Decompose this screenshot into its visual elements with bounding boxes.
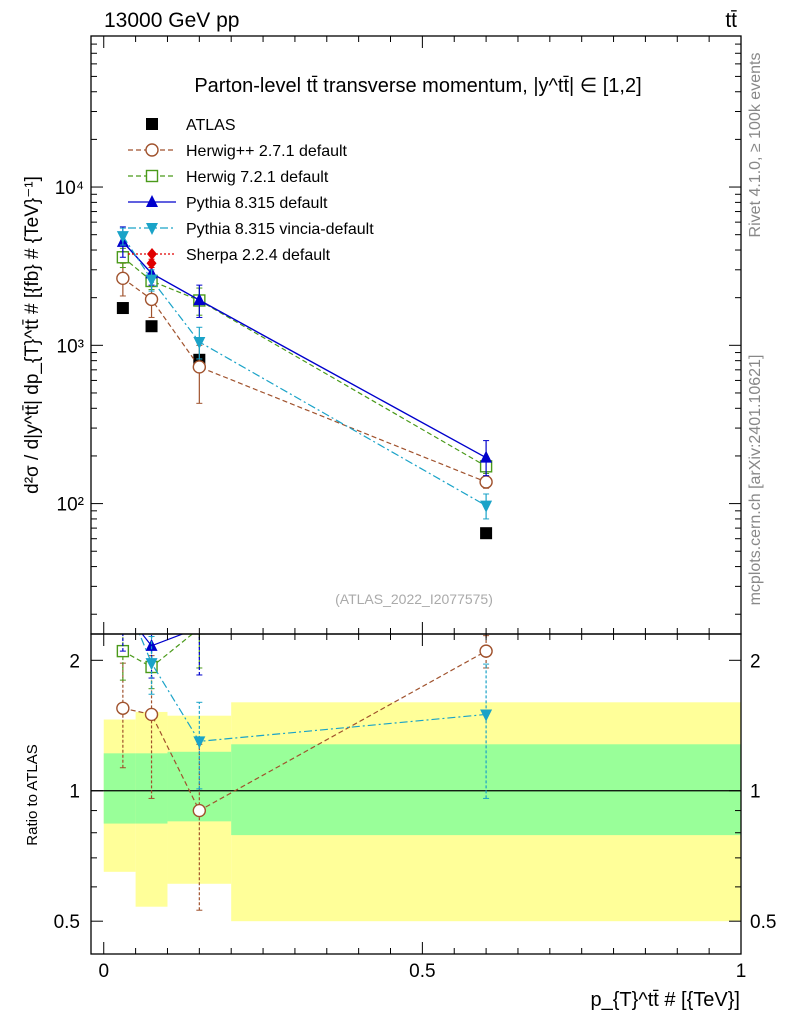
series-herwig-2-7-1-default (116, 262, 493, 489)
ratio-point (192, 803, 207, 818)
legend-label: Herwig++ 2.7.1 default (186, 143, 348, 160)
data-point (480, 500, 493, 513)
ratio-y-tick-label: 0.5 (54, 912, 80, 933)
y-tick-label: 10² (57, 495, 84, 516)
energy-label: 13000 GeV pp (104, 9, 239, 32)
series-line (122, 256, 487, 467)
ratio-point (145, 638, 158, 651)
ratio-series-pythia-8-315-default (117, 577, 492, 679)
legend-marker (145, 169, 159, 183)
legend-label: Pythia 8.315 vincia-default (186, 221, 374, 238)
data-point (145, 320, 158, 333)
y-tick-label: 10³ (57, 336, 84, 357)
legend-entry: Pythia 8.315 vincia-default (128, 221, 374, 238)
legend-entry: Pythia 8.315 default (128, 195, 328, 212)
data-point (145, 274, 158, 287)
ratio-y-tick-label: 2 (69, 651, 80, 672)
ratio-point (145, 658, 158, 671)
data-point (146, 257, 157, 270)
main-panel: 10² 10³ 10⁴ Parton-level tt̄ transverse mo… (22, 35, 742, 635)
series-line (122, 235, 487, 507)
ratio-frame (90, 633, 742, 955)
legend-label: Sherpa 2.2.4 default (186, 247, 331, 264)
ratio-axis-ticks: 0.5 0.5 1 1 2 2 0 0.5 1 (54, 634, 776, 982)
legend-marker (145, 143, 159, 157)
ratio-series-pythia-8-315-vincia-default (117, 589, 493, 799)
ratio-point (117, 602, 129, 614)
ratio-y-axis-label: Ratio to ATLAS (24, 744, 41, 845)
legend: ATLAS Herwig++ 2.7.1 default Herwig 7.2.1 … (128, 117, 374, 264)
uncertainty-band-inner (231, 744, 741, 836)
ratio-point (193, 736, 206, 749)
legend-entry: Sherpa 2.2.4 default (128, 247, 331, 264)
series-pythia-8-315-default (116, 226, 493, 477)
ratio-y-tick-label-right: 0.5 (750, 912, 776, 933)
ratio-point (480, 577, 492, 589)
ratio-line (122, 650, 487, 812)
ratio-y-tick-label-right: 2 (750, 651, 761, 672)
legend-label: Pythia 8.315 default (186, 195, 328, 212)
legend-entry: ATLAS (146, 117, 236, 134)
y-tick-label: 10⁴ (55, 178, 84, 199)
main-plot-area (116, 226, 493, 540)
ratio-point (117, 589, 129, 601)
main-y-axis-label: d²σ / d|y^tt̄| dp_{T}^tt̄ # [{fb} # {TeV… (22, 176, 43, 494)
chart-title: Parton-level tt̄ transverse momentum, |y… (194, 75, 641, 97)
ratio-panel: 0.5 0.5 1 1 2 2 0 0.5 1 Ratio to ATLAS p_{T}^tt̄… (24, 577, 776, 1011)
x-tick-label: 1 (736, 961, 747, 982)
ratio-plot-area (91, 577, 741, 922)
data-point (479, 475, 493, 489)
data-point (144, 292, 159, 307)
rivet-version-label: Rivet 4.1.0, ≥ 100k events (747, 53, 764, 238)
data-point (116, 302, 129, 315)
ratio-line (138, 634, 487, 743)
legend-marker (146, 118, 158, 130)
ratio-y-tick-label: 1 (69, 782, 80, 803)
process-label: tt̄ (725, 9, 737, 32)
data-point (480, 527, 493, 540)
legend-label: ATLAS (186, 117, 236, 134)
data-point (116, 231, 129, 244)
series-line (122, 277, 487, 483)
series-line (122, 241, 487, 459)
ratio-y-tick-label-right: 1 (750, 782, 761, 803)
uncertainty-band-inner (103, 753, 136, 824)
series-atlas (116, 302, 493, 540)
analysis-id-label: (ATLAS_2022_I2077575) (335, 591, 493, 607)
source-label: mcplots.cern.ch [arXiv:2401.10621] (747, 355, 764, 606)
ratio-line (141, 634, 185, 647)
data-point (116, 271, 130, 286)
legend-label: Herwig 7.2.1 default (186, 169, 329, 186)
ratio-point (480, 709, 493, 722)
legend-entry: Herwig++ 2.7.1 default (128, 143, 348, 160)
data-point (192, 360, 207, 374)
data-point (193, 293, 206, 306)
legend-marker (146, 195, 158, 207)
ratio-point (144, 707, 159, 722)
legend-entry: Herwig 7.2.1 default (128, 169, 329, 186)
x-axis-label: p_{T}^tt̄ # [{TeV}] (591, 989, 741, 1011)
x-tick-label: 0 (98, 961, 109, 982)
data-point (480, 450, 493, 463)
ratio-point (116, 701, 130, 715)
x-tick-label: 0.5 (409, 961, 435, 982)
legend-marker (147, 248, 157, 260)
uncertainty-band-inner (135, 753, 168, 824)
ratio-point (479, 644, 493, 658)
legend-marker (146, 223, 158, 235)
series-pythia-8-315-vincia-default (116, 227, 493, 520)
data-point (193, 336, 206, 349)
series-herwig-7-2-1-default (116, 247, 493, 474)
